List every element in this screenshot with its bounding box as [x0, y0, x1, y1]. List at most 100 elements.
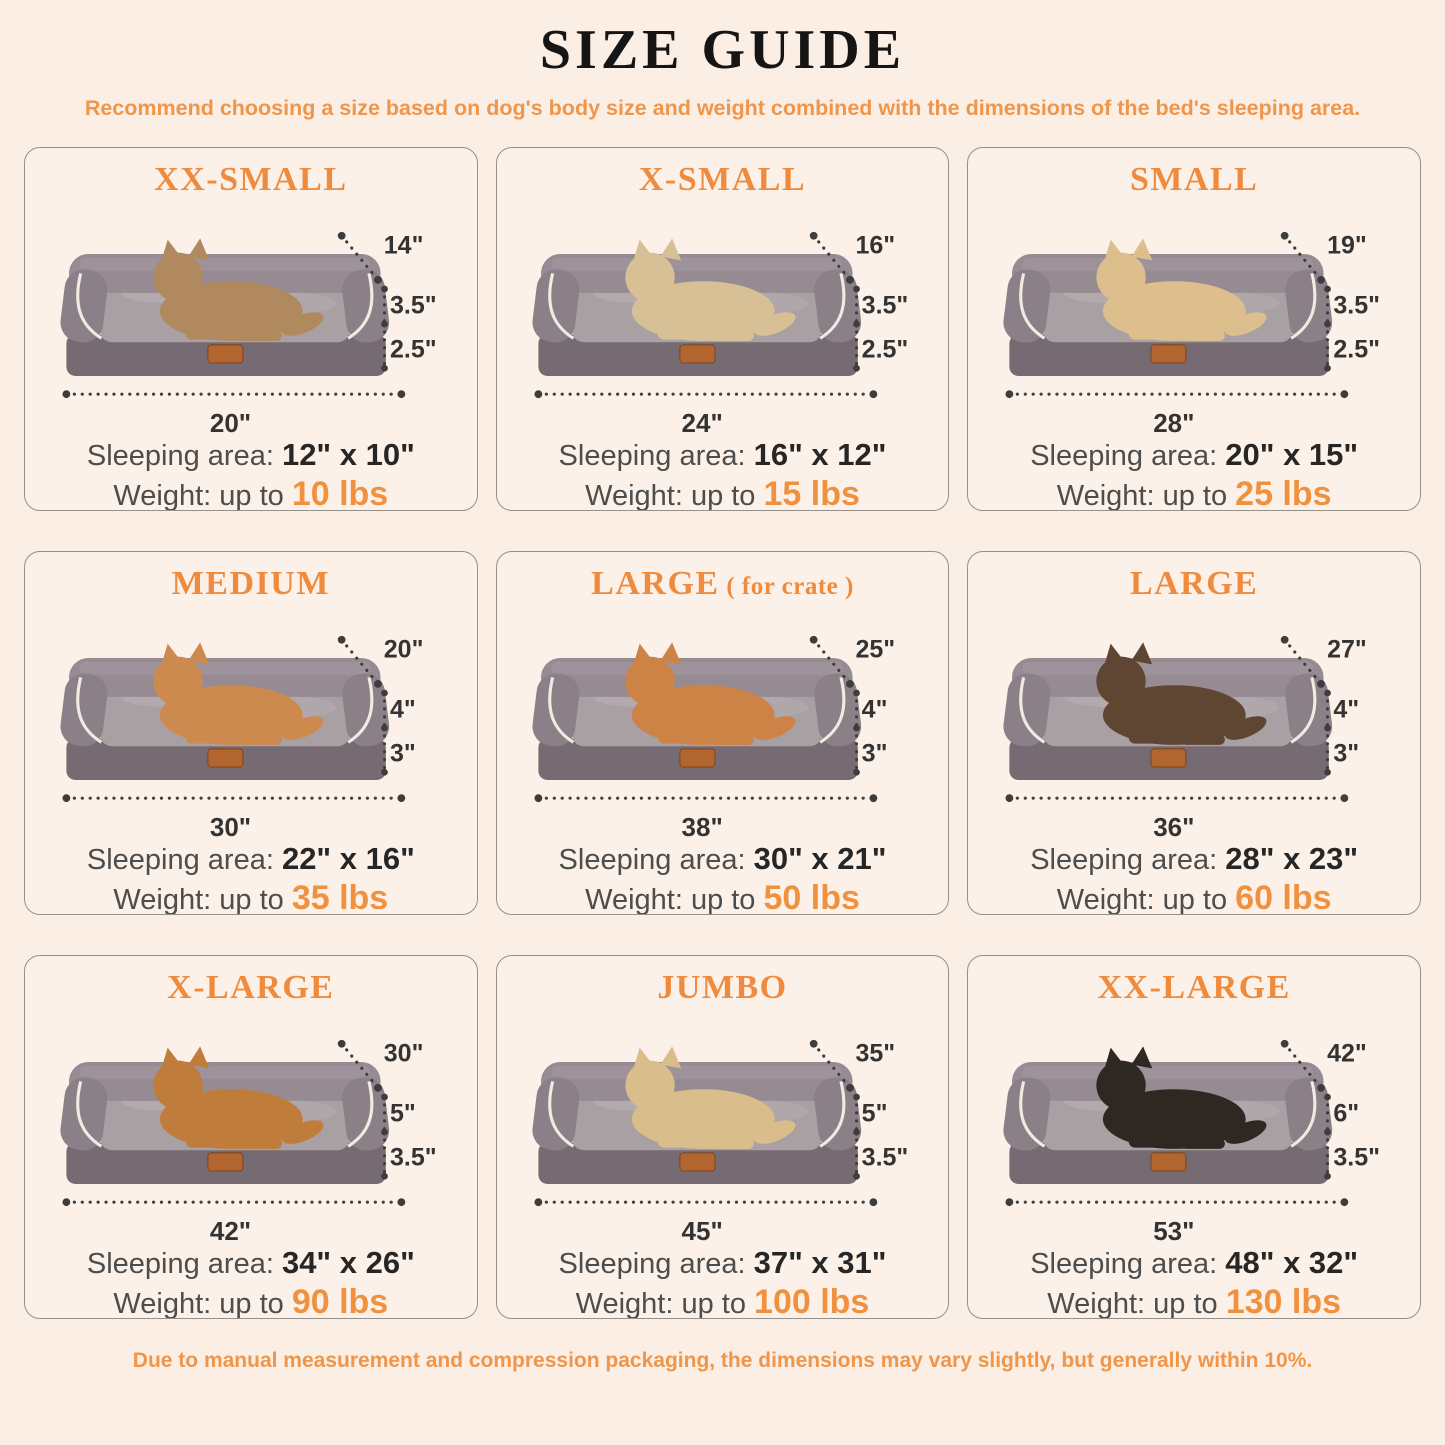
dim-width: 42": [209, 1215, 252, 1246]
dim-bolster-height: 6": [1333, 1099, 1360, 1128]
size-card-xx-small: XX-SMALL 14" 3.5" 2.5" 20" Sleeping area…: [24, 147, 478, 511]
bed-illustration: 25" 4" 3": [515, 606, 931, 814]
dim-bolster-height: 4": [861, 695, 888, 724]
dim-width: 53": [1153, 1215, 1195, 1246]
weight-value: 60 lbs: [1235, 879, 1332, 915]
dim-length: 14": [383, 231, 424, 260]
sleeping-area-value: 28" x 23": [1225, 840, 1359, 876]
dim-bolster-height: 3.5": [1333, 291, 1380, 320]
size-card-xx-large: XX-LARGE 42" 6" 3.5" 53" Sleeping area: …: [967, 955, 1421, 1319]
weight-value: 50 lbs: [763, 879, 860, 915]
weight-line: Weight: up to 130 lbs: [968, 1283, 1420, 1319]
dim-base-height: 3.5": [390, 1143, 437, 1171]
dim-length: 30": [383, 1039, 424, 1068]
size-card-x-large: X-LARGE 30" 5" 3.5" 42" Sleeping area: 3…: [24, 955, 478, 1319]
sleeping-area-line: Sleeping area: 48" x 32": [1030, 1244, 1359, 1280]
weight-line: Weight: up to 35 lbs: [25, 879, 477, 915]
dim-width: 30": [209, 811, 252, 842]
size-title: LARGE: [1129, 565, 1259, 602]
bed-illustration: 42" 6" 3.5": [986, 1010, 1402, 1218]
dim-length: 27": [1327, 635, 1367, 664]
dim-width: 36": [1153, 811, 1195, 842]
size-title: X-SMALL: [638, 161, 807, 198]
weight-value: 90 lbs: [291, 1283, 389, 1319]
bed-illustration: 30" 5" 3.5": [43, 1010, 459, 1218]
weight-line: Weight: up to 50 lbs: [497, 879, 949, 915]
sleeping-area-line: Sleeping area: 28" x 23": [1030, 840, 1359, 876]
size-title: XX-LARGE: [1097, 969, 1291, 1006]
size-title: X-LARGE: [167, 969, 335, 1006]
dim-base-height: 2.5": [861, 335, 909, 363]
dim-bolster-height: 3.5": [390, 291, 437, 320]
dim-bolster-height: 4": [390, 695, 416, 724]
size-title: SMALL: [1129, 161, 1259, 198]
dim-width: 20": [209, 407, 252, 438]
size-card-x-small: X-SMALL 16" 3.5" 2.5" 24" Sleeping area:…: [495, 147, 950, 511]
size-card-large-crate: LARGE ( for crate ) 25" 4" 3" 38" Sleepi…: [495, 551, 950, 915]
sleeping-area-value: 22" x 16": [281, 840, 415, 876]
dim-width: 38": [681, 811, 723, 842]
dim-base-height: 3.5": [861, 1143, 909, 1171]
sleeping-area-line: Sleeping area: 30" x 21": [558, 840, 887, 876]
weight-value: 15 lbs: [763, 475, 860, 511]
sleeping-area-value: 16" x 12": [753, 436, 887, 472]
page-title: SIZE GUIDE: [539, 19, 906, 81]
dim-width: 28": [1153, 407, 1195, 438]
sleeping-area-value: 30" x 21": [753, 840, 887, 876]
weight-line: Weight: up to 25 lbs: [968, 475, 1420, 511]
dim-width: 24": [681, 407, 723, 438]
sleeping-area-value: 37" x 31": [753, 1244, 887, 1280]
size-card-small: SMALL 19" 3.5" 2.5" 28" Sleeping area: 2…: [967, 147, 1421, 511]
bed-illustration: 14" 3.5" 2.5": [43, 202, 459, 410]
dim-length: 42": [1327, 1039, 1367, 1068]
dim-length: 25": [855, 635, 896, 664]
weight-value: 130 lbs: [1225, 1283, 1342, 1319]
sleeping-area-value: 34" x 26": [281, 1244, 415, 1280]
dim-width: 45": [681, 1215, 723, 1246]
weight-value: 10 lbs: [291, 475, 389, 511]
sleeping-area-value: 12" x 10": [281, 436, 415, 472]
dim-length: 16": [855, 231, 896, 260]
footnote: Due to manual measurement and compressio…: [132, 1349, 1313, 1372]
bed-illustration: 20" 4" 3": [43, 606, 459, 814]
dim-length: 35": [855, 1039, 896, 1068]
bed-illustration: 27" 4" 3": [986, 606, 1402, 814]
header: SIZE GUIDE Recommend choosing a size bas…: [0, 18, 1445, 121]
dim-base-height: 3": [1333, 739, 1360, 767]
dim-length: 20": [383, 635, 424, 664]
weight-line: Weight: up to 100 lbs: [497, 1283, 949, 1319]
sleeping-area-line: Sleeping area: 16" x 12": [558, 436, 887, 472]
size-title: LARGE ( for crate ): [591, 565, 854, 602]
dim-length: 19": [1327, 231, 1367, 260]
size-title: XX-SMALL: [154, 161, 348, 198]
dim-bolster-height: 4": [1333, 695, 1360, 724]
weight-line: Weight: up to 10 lbs: [25, 475, 477, 511]
weight-value: 25 lbs: [1235, 475, 1332, 511]
weight-line: Weight: up to 90 lbs: [25, 1283, 477, 1319]
sleeping-area-line: Sleeping area: 22" x 16": [86, 840, 415, 876]
sleeping-area-value: 20" x 15": [1225, 436, 1359, 472]
dim-bolster-height: 5": [390, 1099, 416, 1128]
bed-illustration: 16" 3.5" 2.5": [515, 202, 931, 410]
dim-base-height: 3.5": [1333, 1143, 1380, 1171]
weight-value: 35 lbs: [291, 879, 389, 915]
sleeping-area-line: Sleeping area: 12" x 10": [86, 436, 415, 472]
sleeping-area-line: Sleeping area: 37" x 31": [558, 1244, 887, 1280]
sleeping-area-line: Sleeping area: 20" x 15": [1030, 436, 1359, 472]
dim-bolster-height: 5": [861, 1099, 888, 1128]
weight-line: Weight: up to 15 lbs: [497, 475, 949, 511]
size-card-jumbo: JUMBO 35" 5" 3.5" 45" Sleeping area: 37"…: [495, 955, 950, 1319]
sleeping-area-line: Sleeping area: 34" x 26": [86, 1244, 415, 1280]
dim-base-height: 3": [390, 739, 416, 767]
page-subtitle: Recommend choosing a size based on dog's…: [84, 96, 1361, 120]
bed-illustration: 19" 3.5" 2.5": [986, 202, 1402, 410]
sleeping-area-value: 48" x 32": [1225, 1244, 1359, 1280]
size-grid: XX-SMALL 14" 3.5" 2.5" 20" Sleeping area…: [24, 147, 1421, 1319]
dim-base-height: 2.5": [390, 335, 437, 363]
weight-value: 100 lbs: [754, 1283, 870, 1319]
size-title: JUMBO: [657, 969, 788, 1006]
dim-bolster-height: 3.5": [861, 291, 909, 320]
bed-illustration: 35" 5" 3.5": [515, 1010, 931, 1218]
size-card-large: LARGE 27" 4" 3" 36" Sleeping area: 28" x…: [967, 551, 1421, 915]
size-title: MEDIUM: [171, 565, 330, 602]
